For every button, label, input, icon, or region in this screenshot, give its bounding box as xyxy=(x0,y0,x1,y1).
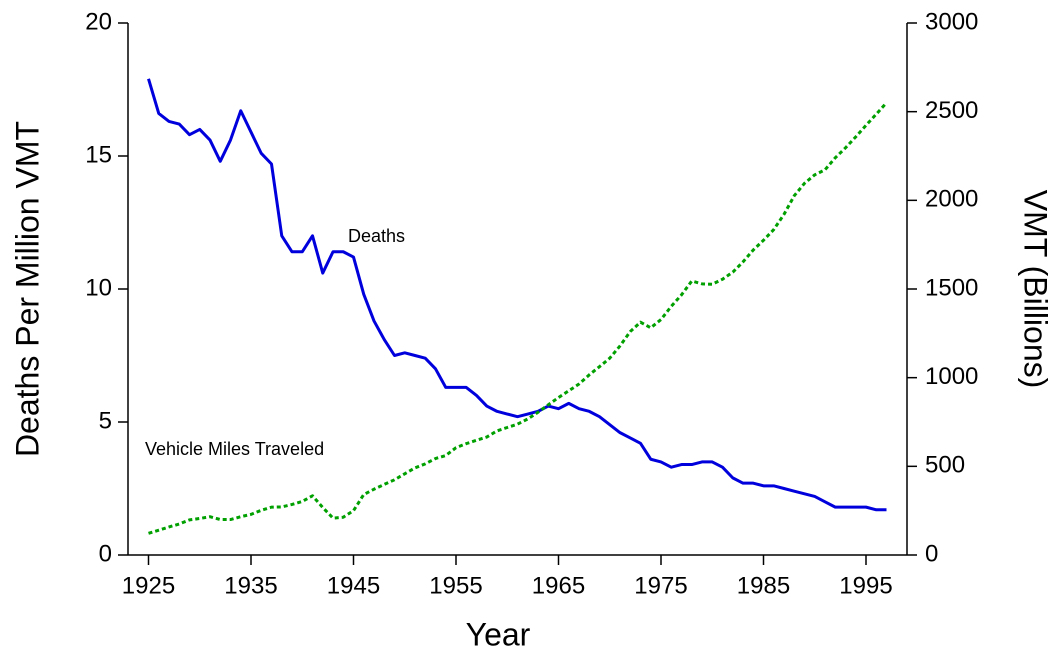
y-tick-label: 20 xyxy=(85,8,112,35)
x-tick-label: 1925 xyxy=(122,572,175,599)
y2-tick-label: 500 xyxy=(925,452,965,479)
y-tick-label: 15 xyxy=(85,141,112,168)
x-tick-label: 1935 xyxy=(224,572,277,599)
x-axis-label: Year xyxy=(466,616,531,652)
y2-tick-label: 1500 xyxy=(925,274,978,301)
y-tick-label: 0 xyxy=(99,540,112,567)
series-line xyxy=(147,78,887,512)
x-tick-label: 1965 xyxy=(532,572,585,599)
y2-tick-label: 2500 xyxy=(925,97,978,124)
series-label: Vehicle Miles Traveled xyxy=(145,439,324,459)
x-tick-label: 1985 xyxy=(737,572,790,599)
y2-tick-label: 0 xyxy=(925,540,938,567)
y-tick-label: 10 xyxy=(85,274,112,301)
y-tick-label: 5 xyxy=(99,407,112,434)
series-line xyxy=(148,101,888,535)
series-label: Deaths xyxy=(348,226,405,246)
y2-tick-label: 1000 xyxy=(925,363,978,390)
x-tick-label: 1995 xyxy=(839,572,892,599)
y2-axis-label: VMT (Billions) xyxy=(1018,190,1052,389)
y-axis-label: Deaths Per Million VMT xyxy=(9,121,45,457)
y2-tick-label: 3000 xyxy=(925,8,978,35)
x-tick-label: 1955 xyxy=(429,572,482,599)
y2-tick-label: 2000 xyxy=(925,186,978,213)
x-tick-label: 1945 xyxy=(327,572,380,599)
x-tick-label: 1975 xyxy=(634,572,687,599)
